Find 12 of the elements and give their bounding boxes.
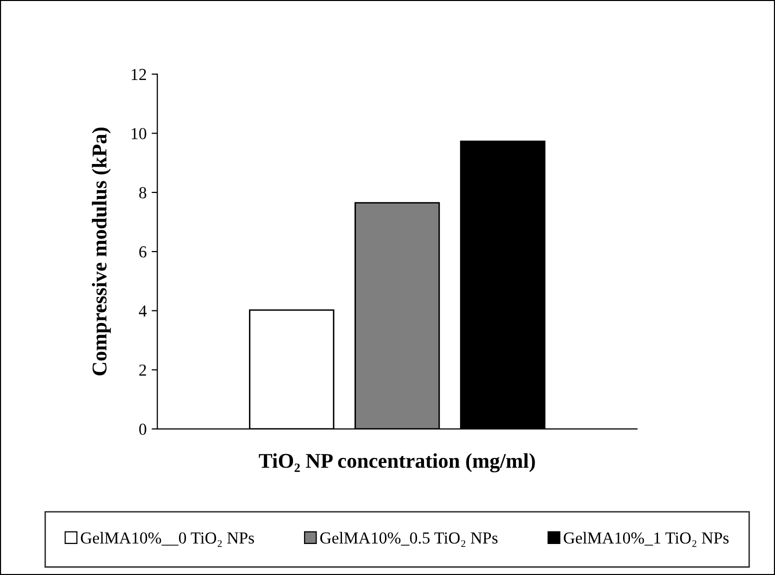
y-tick-label: 8: [139, 187, 146, 198]
y-tick-label: 2: [139, 364, 146, 376]
legend-label: GelMA10%_1 TiO₂ NPs: [564, 532, 729, 547]
y-tick-label: 10: [132, 128, 146, 140]
y-tick-label: 12: [132, 68, 146, 80]
x-axis-title: TiO₂ NP concentration (mg/ml): [258, 453, 535, 472]
y-tick-label: 6: [139, 246, 146, 258]
legend-label: GelMA10%_0.5 TiO₂ NPs: [320, 532, 498, 547]
y-tick-label: 4: [138, 306, 147, 316]
y-tick-label: 0: [139, 424, 146, 435]
y-axis-title: Compressive modulus (kPa): [92, 128, 111, 376]
legend-label: GelMA10%__0 TiO₂ NPs: [80, 532, 254, 547]
